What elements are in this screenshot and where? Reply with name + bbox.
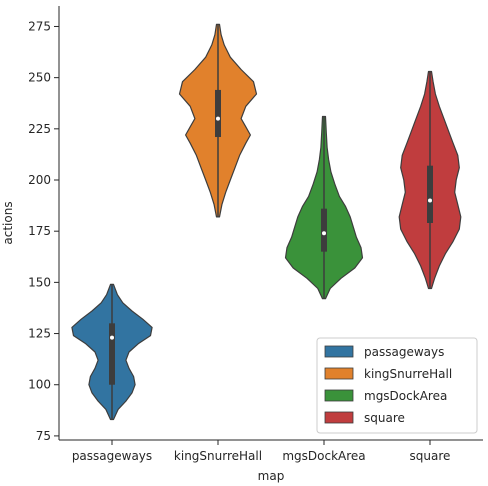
legend-label: mgsDockArea [364, 389, 447, 403]
violin-median-point [216, 116, 220, 121]
legend-item-square: square [324, 411, 405, 425]
violin-iqr-box [109, 323, 115, 385]
legend-items: passageways kingSnurreHall mgsDockArea squa… [324, 345, 452, 425]
violin-median-point [110, 335, 114, 340]
y-tick-label: 250 [28, 71, 51, 85]
legend-swatch [324, 367, 354, 380]
x-tick-label: kingSnurreHall [174, 449, 262, 463]
violin-passageways [71, 283, 153, 421]
y-axis-title: actions [1, 201, 15, 244]
x-tick-label: square [410, 449, 451, 463]
violin-kingSnurreHall [178, 23, 258, 218]
legend-swatch [324, 345, 354, 358]
legend-label: passageways [364, 345, 444, 359]
legend-label: square [364, 411, 405, 425]
plot-area: 75 100 125 150 175 200 225 250 275 passageways ki… [28, 6, 483, 463]
violin-median-point [322, 231, 326, 236]
violin-iqr-box [427, 165, 433, 223]
violin-median-point [428, 198, 432, 203]
x-axis-title: map [258, 469, 285, 483]
legend-item-mgsDockArea: mgsDockArea [324, 389, 447, 403]
legend-item-kingSnurreHall: kingSnurreHall [324, 367, 452, 381]
x-ticks: passageways kingSnurreHall mgsDockArea squa… [72, 440, 451, 463]
legend: passageways kingSnurreHall mgsDockArea squa… [316, 337, 478, 434]
violin-square [398, 70, 462, 290]
legend-label: kingSnurreHall [364, 367, 452, 381]
legend-item-passageways: passageways [324, 345, 444, 359]
y-ticks: 75 100 125 150 175 200 225 250 275 [28, 19, 59, 443]
y-tick-label: 200 [28, 173, 51, 187]
y-tick-label: 175 [28, 224, 51, 238]
violin-iqr-box [215, 89, 221, 138]
violin-mgsDockArea [284, 115, 364, 300]
legend-frame [316, 337, 478, 434]
x-tick-label: passageways [72, 449, 152, 463]
y-tick-label: 225 [28, 122, 51, 136]
y-tick-label: 150 [28, 275, 51, 289]
violins [71, 23, 462, 421]
y-tick-label: 125 [28, 327, 51, 341]
legend-swatch [324, 411, 354, 424]
violin-iqr-box [321, 208, 327, 252]
y-tick-label: 275 [28, 19, 51, 33]
y-tick-label: 100 [28, 378, 51, 392]
legend-swatch [324, 389, 354, 402]
y-tick-label: 75 [36, 429, 51, 443]
x-tick-label: mgsDockArea [282, 449, 365, 463]
